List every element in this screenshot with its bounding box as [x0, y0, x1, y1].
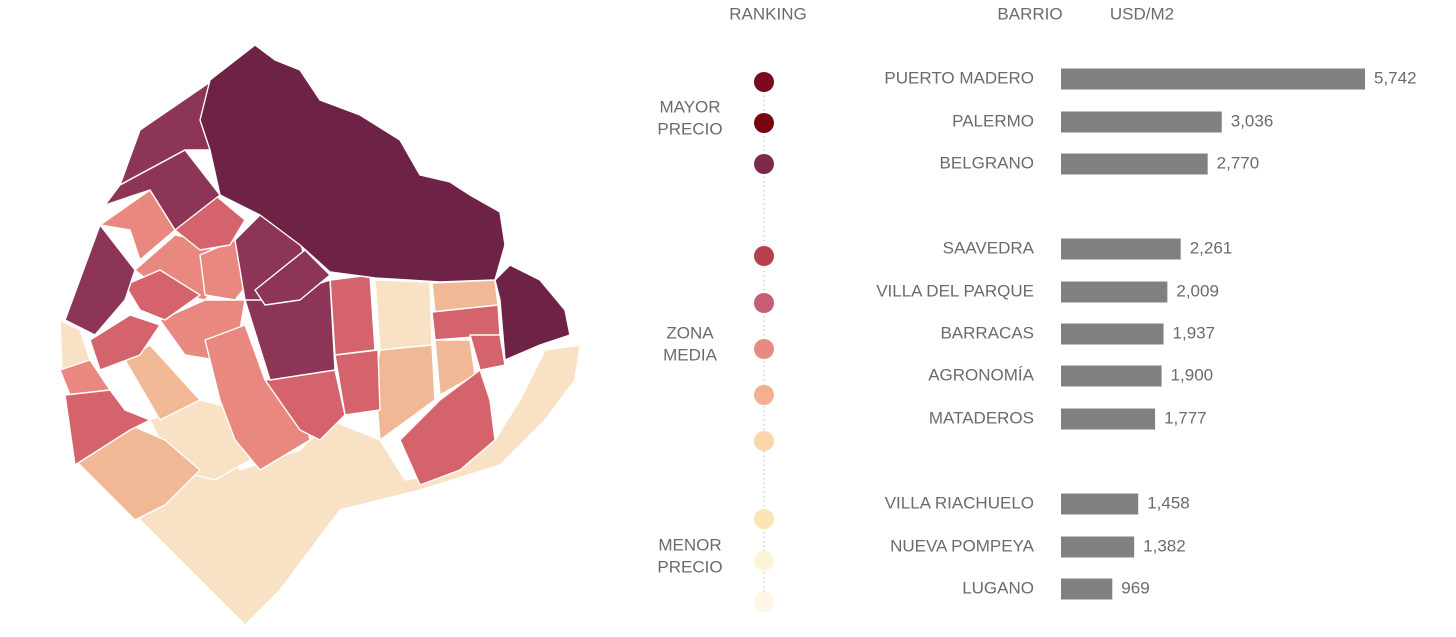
choropleth-map	[59, 44, 581, 626]
value-label: 1,900	[1171, 365, 1214, 384]
rank-dot	[754, 246, 774, 266]
group-label: ZONA	[666, 323, 714, 342]
map-region	[204, 324, 311, 471]
rank-dot	[754, 431, 774, 451]
bar	[1061, 153, 1208, 175]
group-label: MAYOR	[659, 97, 720, 116]
group-label: MENOR	[658, 535, 721, 554]
rank-dot	[754, 385, 774, 405]
map-region	[469, 334, 506, 371]
value-label: 5,742	[1374, 68, 1417, 87]
value-label: 1,458	[1147, 493, 1190, 512]
map-region	[374, 279, 433, 351]
value-label: 3,036	[1231, 111, 1274, 130]
map-region	[199, 44, 506, 283]
category-label: PALERMO	[952, 111, 1034, 130]
map-region	[254, 249, 331, 306]
group-label: PRECIO	[657, 119, 722, 138]
bar	[1061, 281, 1168, 303]
map-region	[494, 264, 571, 361]
bar	[1061, 536, 1135, 558]
map-region	[99, 189, 176, 261]
map-region	[64, 224, 136, 336]
value-label: 1,777	[1164, 408, 1207, 427]
category-label: SAAVEDRA	[943, 238, 1035, 257]
category-label: VILLA DEL PARQUE	[876, 281, 1034, 300]
rank-dot	[754, 293, 774, 313]
category-label: NUEVA POMPEYA	[890, 536, 1035, 555]
bar	[1061, 111, 1222, 133]
value-label: 1,937	[1173, 323, 1216, 342]
map-region	[64, 389, 151, 466]
bar	[1061, 365, 1162, 387]
value-label: 969	[1121, 578, 1149, 597]
bar	[1061, 408, 1156, 430]
ranking-header: RANKING	[729, 4, 806, 23]
category-label: BELGRANO	[940, 153, 1034, 172]
category-label: BARRACAS	[940, 323, 1034, 342]
category-label: AGRONOMÍA	[928, 365, 1034, 384]
rank-dot	[754, 509, 774, 529]
rank-dot	[754, 339, 774, 359]
bar	[1061, 493, 1139, 515]
value-label: 1,382	[1143, 536, 1186, 555]
map-region	[89, 314, 161, 371]
value-label: 2,009	[1176, 281, 1219, 300]
category-label: PUERTO MADERO	[884, 68, 1034, 87]
category-label: VILLA RIACHUELO	[885, 493, 1034, 512]
category-label: MATADEROS	[929, 408, 1034, 427]
rank-dot	[754, 113, 774, 133]
category-label: LUGANO	[962, 578, 1034, 597]
map-region	[104, 149, 221, 231]
map-region	[124, 269, 201, 321]
rank-dot	[754, 72, 774, 92]
map-region	[399, 369, 496, 486]
value-header: USD/M2	[1110, 4, 1174, 23]
bar	[1061, 68, 1365, 90]
bar	[1061, 578, 1113, 600]
rank-dot	[754, 154, 774, 174]
rank-dot	[754, 551, 774, 571]
group-label: PRECIO	[657, 557, 722, 576]
value-label: 2,261	[1190, 238, 1233, 257]
group-label: MEDIA	[663, 345, 718, 364]
value-label: 2,770	[1217, 153, 1260, 172]
map-region	[329, 274, 376, 356]
bar	[1061, 323, 1164, 345]
rank-dot	[754, 592, 774, 612]
category-header: BARRIO	[997, 4, 1062, 23]
bar	[1061, 238, 1181, 260]
